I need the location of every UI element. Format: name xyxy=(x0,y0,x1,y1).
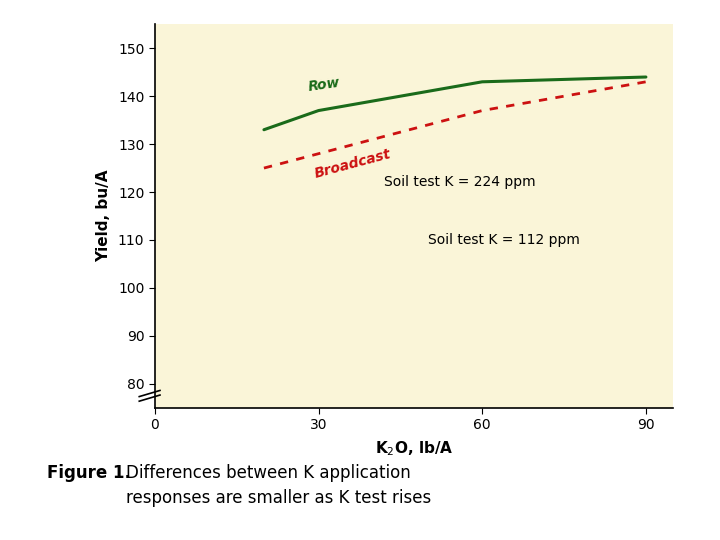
Text: Soil test K = 224 ppm: Soil test K = 224 ppm xyxy=(384,176,536,190)
X-axis label: K$_2$O, lb/A: K$_2$O, lb/A xyxy=(374,439,454,458)
Text: Soil test K = 112 ppm: Soil test K = 112 ppm xyxy=(428,233,580,247)
Y-axis label: Yield, bu/A: Yield, bu/A xyxy=(96,170,111,262)
Text: Broadcast: Broadcast xyxy=(313,146,392,180)
Text: Row: Row xyxy=(307,76,341,94)
Text: Figure 1.: Figure 1. xyxy=(47,464,130,482)
Text: Differences between K application
responses are smaller as K test rises: Differences between K application respon… xyxy=(126,464,431,508)
